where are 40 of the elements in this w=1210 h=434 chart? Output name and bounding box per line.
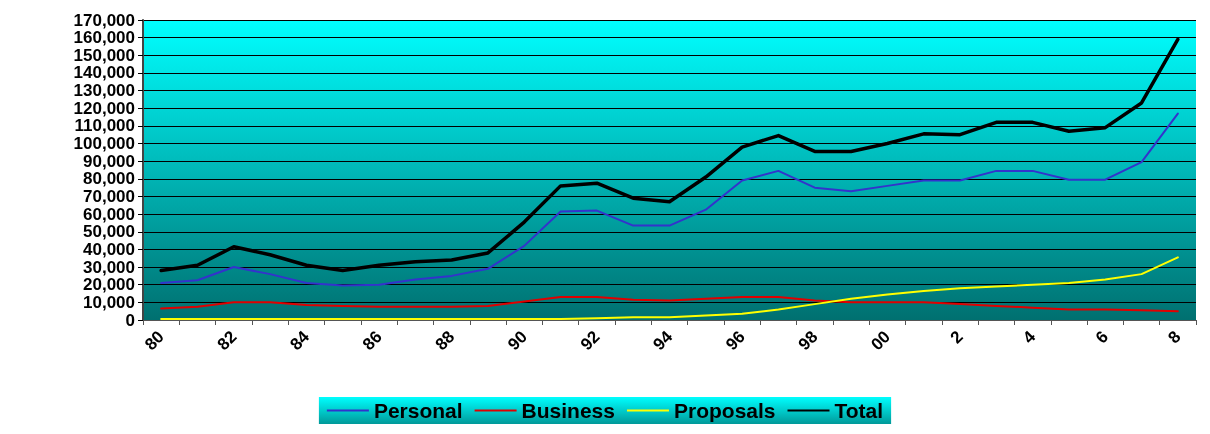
x-tick-label: 98 (794, 327, 822, 355)
y-tick-label: 80,000 (83, 169, 135, 189)
x-tick-label: 94 (649, 326, 677, 355)
y-tick-label: 110,000 (74, 116, 135, 136)
legend-label: Personal (373, 399, 463, 422)
x-tick-label: 86 (358, 327, 386, 355)
y-tick-label: 100,000 (73, 134, 135, 154)
y-tick-label: 130,000 (73, 81, 135, 101)
line-series (160, 296, 1179, 313)
y-tick-label: 120,000 (73, 98, 135, 118)
y-tick-label: 20,000 (83, 275, 135, 295)
x-tick-label: 4 (1019, 326, 1040, 348)
legend-label: Business (521, 399, 615, 422)
legend-label: Proposals (673, 399, 776, 422)
y-tick-label: 60,000 (83, 204, 135, 224)
x-tick-label: 2 (946, 327, 967, 348)
x-tick-label: 6 (1091, 327, 1112, 348)
y-tick-label: 30,000 (83, 257, 135, 277)
x-tick-label: 90 (504, 327, 531, 355)
line-series (160, 112, 1179, 287)
legend-label: Total (834, 399, 884, 422)
x-tick-label: 92 (576, 327, 604, 355)
x-tick-label: 96 (722, 327, 749, 355)
y-tick-label: 40,000 (83, 239, 135, 259)
x-tick-label: 00 (867, 327, 895, 355)
y-tick-label: 50,000 (83, 222, 135, 242)
y-tick-label: 10,000 (83, 292, 135, 312)
x-tick-label: 84 (286, 326, 314, 355)
x-tick-label: 82 (213, 327, 241, 355)
x-tick-label: 80 (141, 327, 168, 355)
y-tick-label: 150,000 (73, 45, 135, 65)
y-tick-label: 70,000 (83, 186, 135, 206)
y-tick-label: 140,000 (73, 63, 135, 83)
x-tick-label: 88 (431, 327, 459, 355)
x-tick-label: 8 (1164, 327, 1185, 348)
line-series (160, 256, 1179, 321)
y-tick-label: 90,000 (83, 151, 135, 171)
y-tick-label: 170,000 (73, 10, 135, 30)
y-tick-label: 160,000 (73, 28, 135, 48)
y-tick-label: 0 (125, 310, 135, 330)
